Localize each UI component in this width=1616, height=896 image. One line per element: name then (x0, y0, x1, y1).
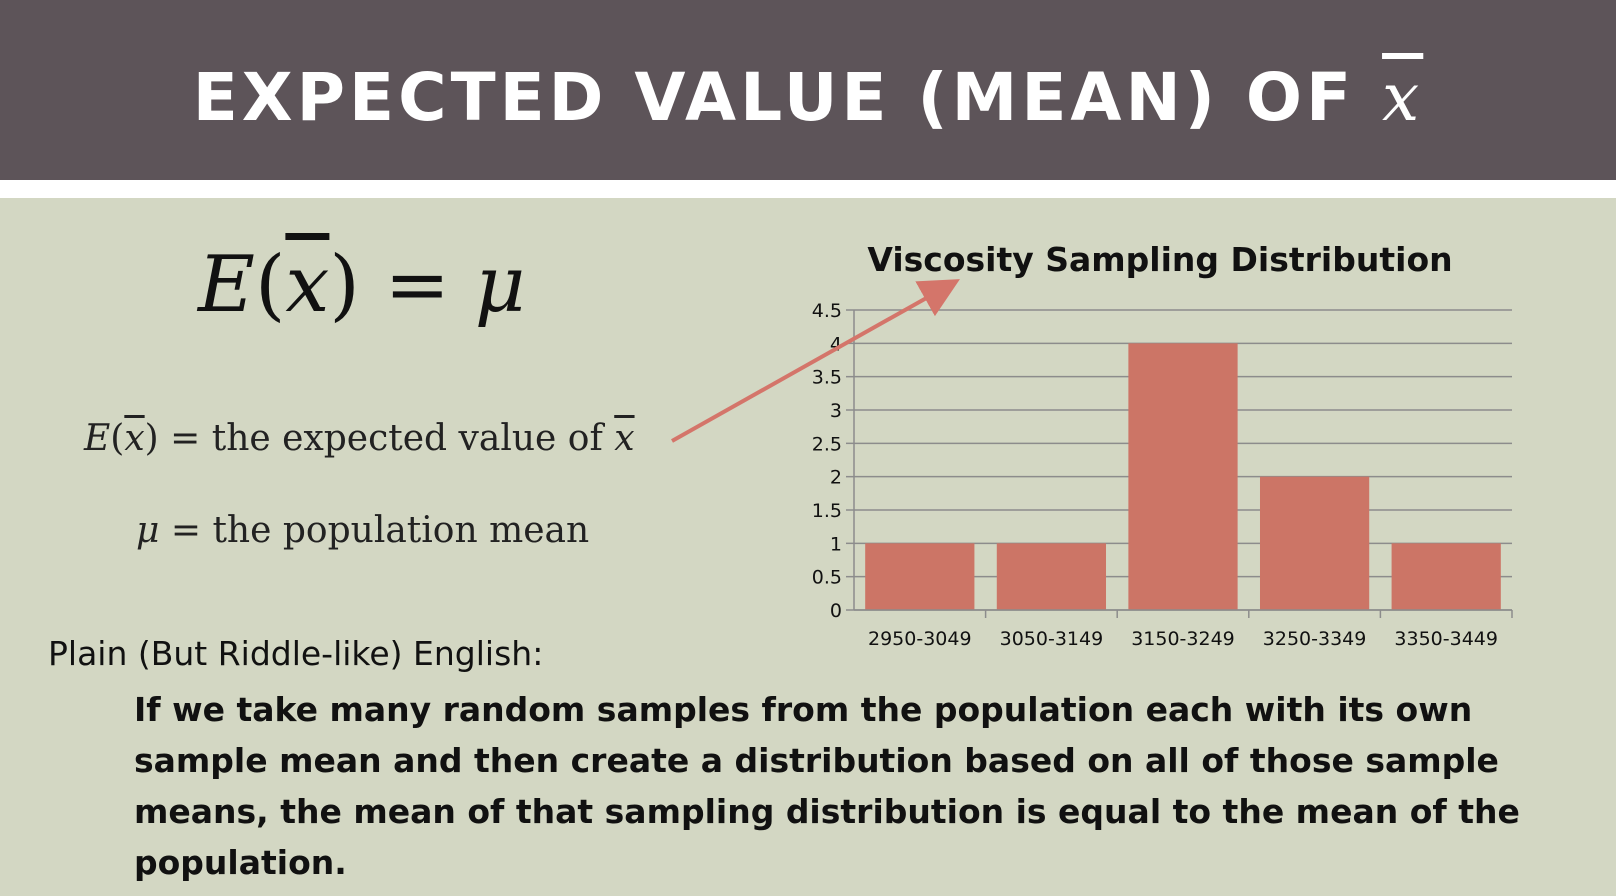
x-bar-symbol: x (1382, 59, 1424, 136)
y-tick-label: 4.5 (812, 300, 842, 322)
x-tick-label: 2950-3049 (868, 628, 972, 650)
y-tick-label: 0 (830, 600, 842, 622)
y-tick-label: 3 (830, 400, 842, 422)
bar-3150-3249 (1128, 343, 1238, 610)
definition-population-mean: μ = the population mean (136, 510, 589, 551)
def1-e: E (84, 418, 111, 459)
x-tick-label: 3350-3449 (1394, 628, 1498, 650)
y-tick-label: 3.5 (812, 367, 842, 389)
expected-value-formula: E(x) = μ (198, 240, 526, 330)
annotation-arrow (671, 279, 960, 443)
title-divider (0, 180, 1616, 198)
slide-title-text: EXPECTED VALUE (MEAN) OF (192, 59, 1356, 136)
y-tick-label: 0.5 (812, 567, 842, 589)
def2-text: = the population mean (170, 510, 590, 551)
y-tick-label: 2.5 (812, 433, 842, 455)
def2-mu: μ (136, 510, 160, 551)
slide-title: EXPECTED VALUE (MEAN) OF x (0, 0, 1616, 196)
formula-mu: = μ (384, 240, 526, 330)
y-tick-label: 2 (830, 467, 842, 489)
def1-text: = the expected value of (170, 418, 603, 459)
x-tick-label: 3050-3149 (1000, 628, 1104, 650)
y-tick-label: 1.5 (812, 500, 842, 522)
bar-2950-3049 (865, 543, 975, 610)
formula-x-bar: x (285, 240, 330, 330)
plain-english-heading: Plain (But Riddle-like) English: (48, 634, 544, 673)
chart-title: Viscosity Sampling Distribution (867, 240, 1452, 279)
bar-3250-3349 (1259, 476, 1370, 610)
x-tick-label: 3250-3349 (1263, 628, 1367, 650)
bar-3050-3149 (996, 543, 1107, 610)
chart-x-axis: 2950-3049 3050-3149 3150-3249 3250-3349 3350… (854, 609, 1513, 650)
def1-x-bar: x (124, 418, 145, 459)
definition-expected-value: E(x) = the expected value of x (84, 418, 635, 459)
def1-end-x-bar: x (614, 418, 635, 459)
x-tick-label: 3150-3249 (1131, 628, 1235, 650)
formula-e: E (198, 240, 255, 330)
chart-bars (865, 343, 1501, 610)
bar-3350-3449 (1391, 543, 1501, 610)
chart-y-axis: 00.511.522.533.544.5 (812, 300, 855, 622)
y-tick-label: 1 (830, 533, 842, 555)
title-bar (0, 0, 1616, 180)
plain-english-body: If we take many random samples from the … (134, 690, 1520, 882)
